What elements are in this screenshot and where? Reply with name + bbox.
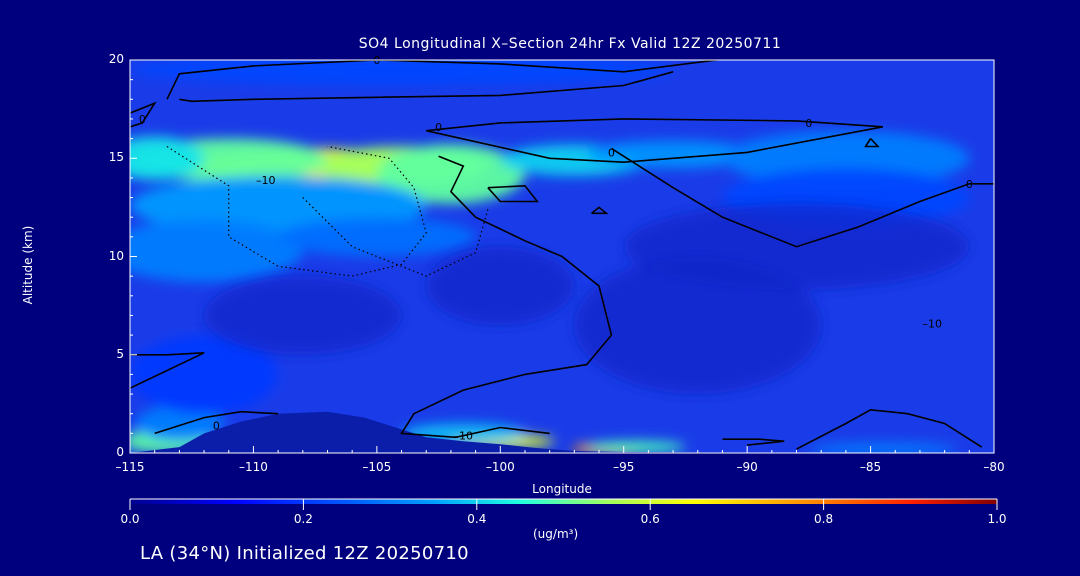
field-blob-9 — [130, 219, 303, 283]
field-low-3 — [204, 276, 402, 355]
contour-label-2: 0 — [435, 121, 442, 134]
colorbar-tick-label-3: 0.6 — [640, 512, 660, 526]
colorbar — [130, 499, 997, 504]
contour-label-8: 0 — [213, 419, 220, 432]
colorbar-tick-label-1: 0.2 — [293, 512, 313, 526]
contour-east-zero — [610, 147, 994, 248]
x-tick-label-7: –80 — [983, 460, 1005, 474]
chart-title: SO4 Longitudinal X–Section 24hr Fx Valid… — [358, 36, 782, 52]
contour-east-low — [796, 408, 983, 450]
y-tick-label-2: 10 — [108, 248, 124, 263]
colorbar-tick-label-4: 0.8 — [814, 512, 834, 526]
y-axis-label: Altitude (km) — [21, 225, 35, 305]
field-blob-4 — [130, 136, 205, 180]
x-tick-label-5: –90 — [736, 460, 758, 474]
contour-low-zero — [154, 410, 279, 435]
y-tick-label-0: 0 — [116, 445, 124, 459]
contour-west-upper — [130, 101, 157, 128]
contour-layer — [130, 60, 994, 450]
colorbar-units: (ug/m³) — [533, 527, 579, 541]
axes-layer — [129, 59, 995, 454]
field-blob-10 — [278, 217, 476, 257]
x-tick-label-3: –100 — [485, 460, 515, 474]
x-tick-label-2: –105 — [362, 460, 392, 474]
field-blob-18 — [586, 441, 686, 453]
contour-label-5: 0 — [966, 178, 973, 191]
contour-label-layer: 000 000–10–100–10 — [139, 54, 973, 442]
initialization-caption: LA (34°N) Initialized 12Z 20250710 — [140, 543, 469, 564]
contour-low-west — [130, 352, 205, 389]
contour-top — [166, 60, 723, 100]
contour-label-3: 0 — [805, 117, 812, 130]
field-low-1 — [574, 256, 822, 395]
field-low-2 — [426, 246, 575, 326]
contour-small-box — [487, 184, 539, 203]
terrain-mask — [130, 411, 994, 453]
terrain-layer — [130, 411, 994, 453]
x-tick-label-4: –95 — [613, 460, 635, 474]
x-tick-label-0: –115 — [115, 460, 145, 474]
contour-upper-zero — [426, 118, 884, 164]
colorbar-tick-label-0: 0.0 — [120, 512, 140, 526]
contour-label-6: –10 — [256, 174, 276, 187]
contour-label-4: 0 — [608, 146, 615, 159]
colorbar-ticks-layer — [129, 498, 998, 510]
y-tick-label-4: 20 — [108, 52, 124, 66]
colorbar-tick-label-2: 0.4 — [467, 512, 487, 526]
contour-upper-band — [179, 71, 674, 103]
contour-label-7: –10 — [454, 429, 474, 442]
contour-label-1: 0 — [139, 113, 146, 126]
y-tick-label-3: 15 — [108, 150, 124, 165]
contour-west-zero — [400, 155, 613, 439]
contour-small-east — [722, 438, 785, 446]
contour-tiny-triangle-2 — [591, 206, 609, 215]
x-axis-label: Longitude — [532, 482, 592, 496]
contour-dotted-inner — [302, 197, 489, 277]
field-layer — [130, 60, 970, 453]
x-tick-label-6: –85 — [859, 460, 882, 474]
x-tick-label-1: –110 — [238, 460, 268, 474]
colorbar-tick-label-5: 1.0 — [987, 512, 1007, 526]
field-blob-7 — [722, 130, 970, 186]
y-tick-label-1: 5 — [116, 346, 124, 361]
contour-tiny-triangle — [864, 138, 880, 148]
contour-label-9: –10 — [923, 317, 943, 330]
